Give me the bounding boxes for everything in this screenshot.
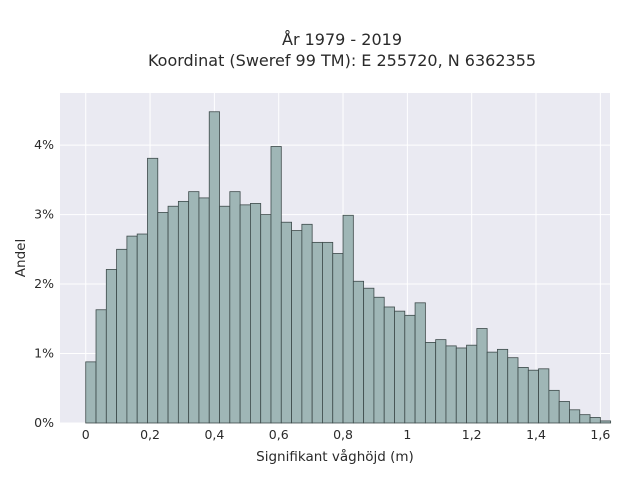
histogram-bar xyxy=(445,345,457,424)
histogram-bar xyxy=(455,347,467,424)
histogram-bar xyxy=(332,253,344,424)
histogram-bar xyxy=(599,420,612,424)
x-tick-label: 1 xyxy=(403,427,411,442)
histogram-bar xyxy=(476,328,488,424)
x-tick-labels: 0 0,2 0,4 0,6 0,8 1 1,2 1,4 1,6 xyxy=(82,427,611,442)
histogram-bar xyxy=(394,310,406,424)
histogram-bar xyxy=(85,361,97,424)
histogram-bar xyxy=(116,248,128,424)
histogram-bar xyxy=(167,205,179,424)
histogram-bar xyxy=(95,309,107,424)
histogram-bar xyxy=(548,389,560,424)
histogram-bar xyxy=(383,306,395,424)
bars xyxy=(85,111,612,424)
chart-title-line-1: År 1979 - 2019 xyxy=(282,30,402,49)
histogram-bar xyxy=(342,214,354,424)
histogram-bar xyxy=(569,409,581,424)
x-tick-label: 0,8 xyxy=(333,427,353,442)
histogram-bar xyxy=(507,357,519,424)
histogram-bar xyxy=(219,205,231,424)
histogram-bar xyxy=(435,339,447,424)
y-tick-label: 3% xyxy=(34,207,54,222)
histogram-bar xyxy=(373,296,385,424)
histogram-bar xyxy=(105,269,118,424)
histogram-bar xyxy=(301,223,313,424)
histogram-bar xyxy=(363,287,375,424)
histogram-bar xyxy=(260,214,272,424)
y-tick-labels: 0% 1% 2% 3% 4% xyxy=(34,137,54,430)
x-tick-label: 0,2 xyxy=(140,427,160,442)
histogram-bar xyxy=(497,348,509,424)
histogram-bar xyxy=(126,235,138,424)
x-tick-label: 0,4 xyxy=(204,427,224,442)
histogram-bar xyxy=(208,111,220,424)
histogram-bar xyxy=(291,230,303,424)
y-axis-label: Andel xyxy=(13,239,29,277)
histogram-bar xyxy=(466,344,478,424)
histogram-bar xyxy=(579,414,591,424)
histogram-bar xyxy=(517,367,529,424)
histogram-bar xyxy=(270,146,282,424)
histogram-bar xyxy=(188,191,200,424)
x-axis-label: Signifikant våghöjd (m) xyxy=(256,448,414,465)
x-tick-label: 1,6 xyxy=(590,427,610,442)
x-tick-label: 1,4 xyxy=(526,427,546,442)
histogram-bar xyxy=(589,417,601,424)
x-tick-label: 0 xyxy=(82,427,90,442)
histogram-bar xyxy=(250,203,262,424)
histogram-bar xyxy=(280,221,292,424)
histogram-bar xyxy=(322,241,334,424)
y-tick-label: 1% xyxy=(34,346,54,361)
x-tick-label: 0,6 xyxy=(269,427,289,442)
histogram-bar xyxy=(424,342,437,424)
y-tick-label: 2% xyxy=(34,276,54,291)
histogram-bar xyxy=(352,280,365,424)
histogram-bar xyxy=(198,197,210,424)
histogram-bar xyxy=(538,368,550,424)
histogram-bar xyxy=(311,241,323,424)
x-tick-label: 1,2 xyxy=(462,427,482,442)
histogram-bar xyxy=(558,401,570,424)
y-tick-label: 4% xyxy=(34,137,54,152)
histogram-bar xyxy=(177,200,190,424)
histogram-bar xyxy=(157,212,169,424)
histogram-bar xyxy=(229,191,241,424)
histogram-bar xyxy=(147,157,159,424)
histogram-bar xyxy=(414,302,426,424)
chart-title-line-2: Koordinat (Sweref 99 TM): E 255720, N 63… xyxy=(148,51,536,70)
histogram-bar xyxy=(486,351,498,424)
histogram-bar xyxy=(239,204,251,424)
histogram-bar xyxy=(404,314,416,424)
histogram-bar xyxy=(527,369,539,424)
y-tick-label: 0% xyxy=(34,415,54,430)
histogram-bar xyxy=(136,233,148,424)
